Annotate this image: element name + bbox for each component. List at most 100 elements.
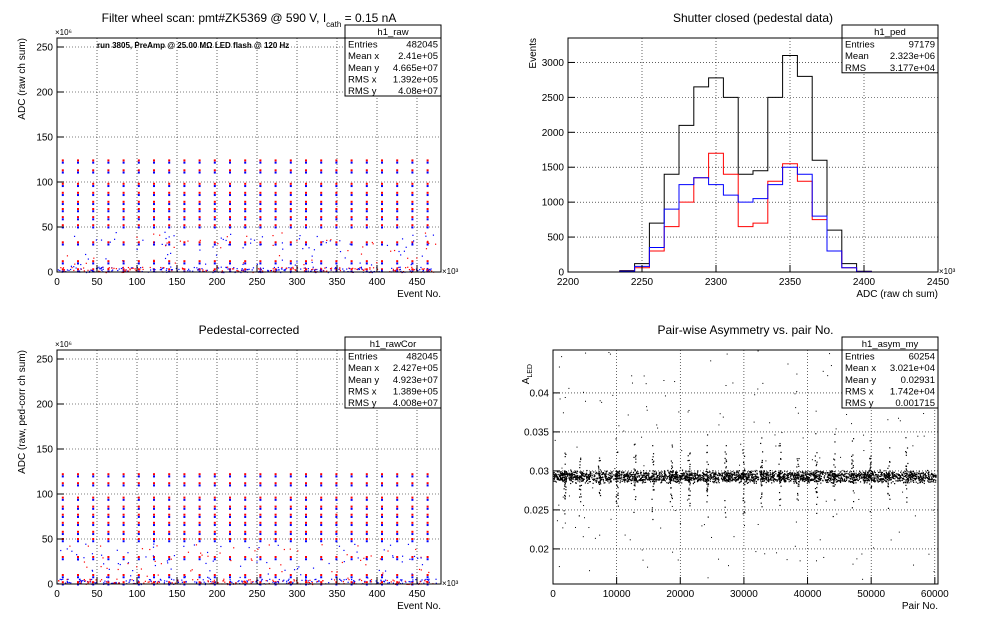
scatter-point — [694, 479, 696, 481]
scatter-point — [320, 533, 323, 536]
scatter-point — [595, 478, 597, 480]
scatter-point — [576, 478, 578, 480]
scatter-point — [408, 580, 410, 583]
scatter-point — [107, 482, 110, 485]
scatter-point — [661, 480, 663, 482]
scatter-point — [284, 268, 286, 271]
scatter-point — [641, 476, 644, 478]
scatter-point — [268, 582, 270, 585]
scatter-point — [381, 224, 383, 227]
scatter-point — [851, 474, 853, 476]
scatter-point — [357, 268, 359, 271]
scatter-point — [715, 477, 717, 479]
scatter-point — [804, 480, 806, 483]
scatter-point — [563, 474, 565, 476]
scatter-point — [697, 474, 700, 477]
scatter-point — [335, 538, 338, 540]
scatter-point — [863, 473, 865, 475]
scatter-point — [655, 473, 658, 475]
scatter-point — [137, 540, 140, 543]
scatter-point — [868, 474, 870, 477]
scatter-point — [736, 473, 738, 475]
scatter-point — [678, 478, 680, 480]
scatter-point — [365, 169, 368, 172]
scatter-point — [73, 269, 75, 272]
scatter-point — [391, 267, 393, 269]
scatter-point — [61, 191, 64, 194]
scatter-point — [564, 476, 567, 478]
scatter-point — [396, 505, 399, 508]
scatter-point — [785, 473, 787, 475]
y-tick-label: 0 — [47, 268, 53, 279]
scatter-point — [350, 530, 353, 533]
scatter-point — [278, 269, 280, 271]
scatter-point — [870, 480, 873, 482]
scatter-point — [61, 515, 64, 518]
scatter-point — [157, 574, 159, 576]
scatter-point — [183, 268, 186, 271]
scatter-point — [335, 210, 338, 213]
scatter-point — [168, 185, 171, 188]
scatter-point — [183, 203, 186, 206]
scatter-point — [691, 473, 693, 475]
scatter-point — [340, 580, 343, 582]
scatter-point — [335, 226, 338, 229]
scatter-point — [891, 472, 894, 474]
scatter-point — [815, 481, 817, 483]
scatter-point — [580, 471, 582, 473]
scatter-point — [61, 507, 64, 510]
x-axis-multiplier: ×10³ — [442, 267, 459, 276]
scatter-point — [620, 476, 623, 478]
scatter-point — [825, 479, 827, 482]
scatter-point — [426, 169, 429, 172]
scatter-point — [426, 533, 429, 536]
scatter-point — [791, 478, 793, 480]
scatter-point — [825, 481, 828, 483]
scatter-point — [396, 533, 399, 536]
scatter-point — [213, 260, 216, 263]
scatter-point — [728, 476, 730, 478]
scatter-point — [105, 271, 108, 274]
scatter-point — [794, 476, 797, 478]
scatter-point — [627, 471, 629, 473]
scatter-point — [274, 524, 277, 527]
scatter-point — [122, 521, 125, 524]
scatter-point — [772, 479, 774, 481]
scatter-point — [864, 481, 866, 483]
scatter-point — [793, 480, 795, 483]
scatter-point — [244, 216, 247, 219]
scatter-point — [614, 475, 617, 478]
scatter-point — [741, 477, 743, 479]
scatter-point — [563, 473, 565, 475]
scatter-point — [99, 545, 102, 547]
scatter-point — [289, 524, 292, 527]
scatter-point — [365, 182, 368, 185]
scatter-point — [289, 498, 292, 501]
scatter-point — [91, 570, 94, 572]
scatter-point — [882, 480, 884, 482]
scatter-point — [596, 478, 599, 480]
scatter-point — [289, 218, 292, 221]
scatter-point — [77, 241, 79, 244]
scatter-point — [851, 478, 854, 480]
scatter-point — [382, 574, 384, 576]
scatter-point — [152, 268, 154, 270]
scatter-point — [907, 477, 909, 479]
scatter-point — [601, 473, 604, 476]
scatter-point — [872, 477, 874, 479]
scatter-point — [675, 474, 678, 476]
scatter-point — [318, 580, 320, 583]
scatter-point — [274, 498, 277, 501]
scatter-point — [289, 475, 292, 478]
scatter-point — [564, 463, 566, 465]
scatter-point — [141, 548, 144, 550]
scatter-point — [350, 524, 353, 527]
scatter-point — [764, 477, 766, 480]
scatter-point — [736, 476, 738, 478]
scatter-point — [137, 194, 140, 197]
scatter-point — [889, 474, 892, 476]
scatter-point — [698, 479, 700, 482]
scatter-point — [396, 540, 399, 543]
scatter-point — [428, 268, 430, 271]
scatter-point — [639, 479, 641, 481]
